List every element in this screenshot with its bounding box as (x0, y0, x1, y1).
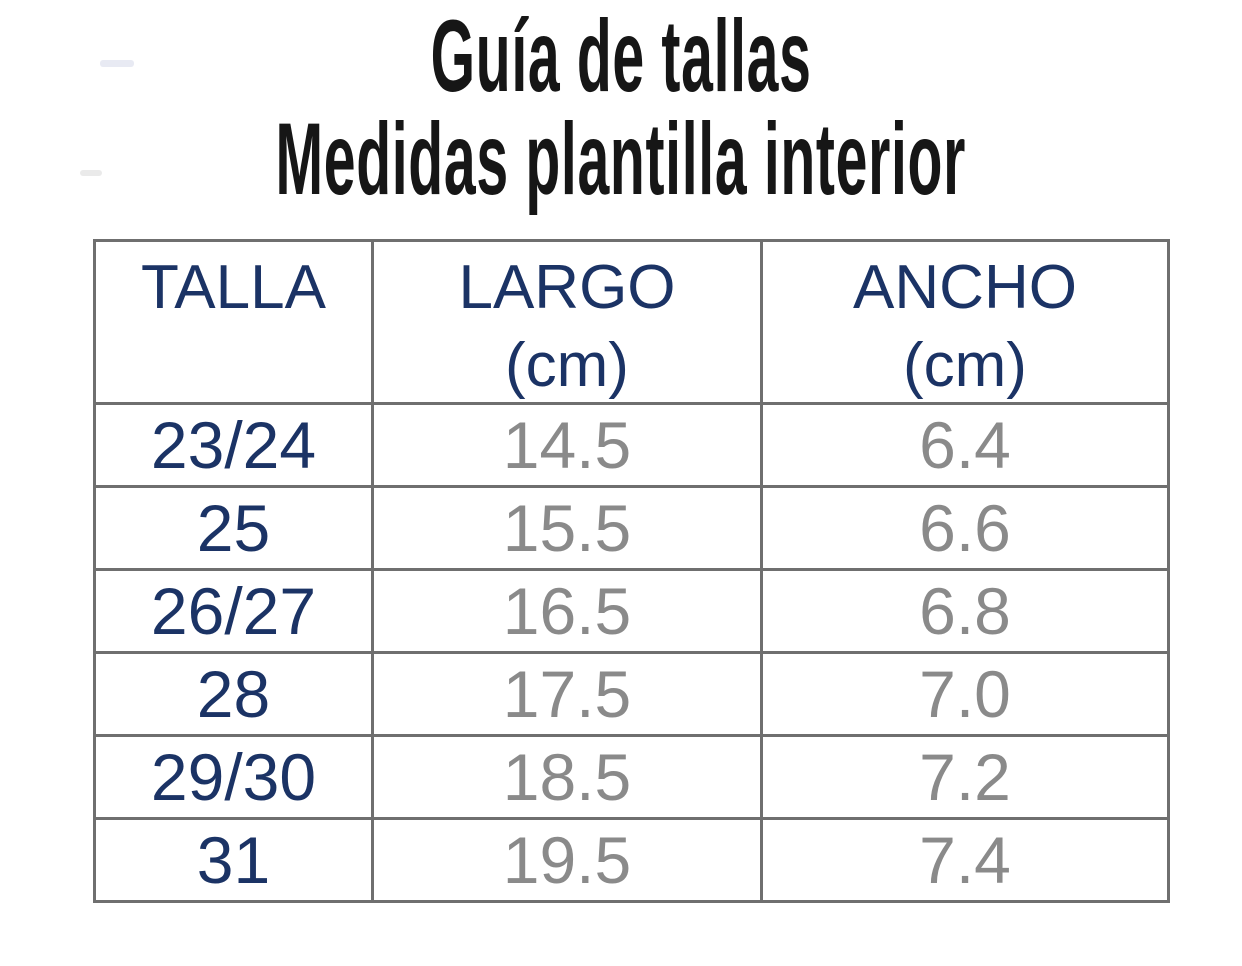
header-largo-label: LARGO (458, 253, 676, 322)
header-talla-label: TALLA (141, 253, 326, 322)
size-guide-table: TALLA LARGO (cm) ANCHO (cm) 23/24 14.5 6… (93, 239, 1170, 903)
title-line-1-text: Guía de tallas (430, 0, 812, 114)
header-ancho: ANCHO (cm) (760, 239, 1170, 405)
table-header-row: TALLA LARGO (cm) ANCHO (cm) (93, 239, 1170, 405)
table-row: 29/30 18.5 7.2 (93, 734, 1170, 820)
largo-value: 17.5 (371, 651, 763, 737)
header-ancho-label: ANCHO (853, 253, 1077, 322)
talla-value: 28 (93, 651, 374, 737)
largo-value: 14.5 (371, 402, 763, 488)
largo-value: 16.5 (371, 568, 763, 654)
header-largo: LARGO (cm) (371, 239, 763, 405)
table-row: 31 19.5 7.4 (93, 817, 1170, 903)
title-line-2-text: Medidas plantilla interior (275, 101, 967, 217)
table-row: 23/24 14.5 6.4 (93, 402, 1170, 488)
ancho-value: 6.4 (760, 402, 1170, 488)
talla-value: 29/30 (93, 734, 374, 820)
table-row: 25 15.5 6.6 (93, 485, 1170, 571)
ancho-value: 7.0 (760, 651, 1170, 737)
artifact-smudge (80, 170, 102, 176)
artifact-smudge (100, 60, 134, 67)
largo-value: 18.5 (371, 734, 763, 820)
header-largo-unit: (cm) (505, 331, 629, 400)
talla-value: 31 (93, 817, 374, 903)
ancho-value: 7.4 (760, 817, 1170, 903)
table-row: 26/27 16.5 6.8 (93, 568, 1170, 654)
page-title: Guía de tallas Medidas plantilla interio… (0, 0, 1242, 216)
talla-value: 25 (93, 485, 374, 571)
ancho-value: 7.2 (760, 734, 1170, 820)
header-talla: TALLA (93, 239, 374, 405)
title-line-1: Guía de tallas (0, 0, 1242, 113)
largo-value: 15.5 (371, 485, 763, 571)
title-line-2: Medidas plantilla interior (0, 101, 1242, 216)
ancho-value: 6.6 (760, 485, 1170, 571)
table-row: 28 17.5 7.0 (93, 651, 1170, 737)
ancho-value: 6.8 (760, 568, 1170, 654)
header-ancho-unit: (cm) (903, 331, 1027, 400)
largo-value: 19.5 (371, 817, 763, 903)
talla-value: 23/24 (93, 402, 374, 488)
talla-value: 26/27 (93, 568, 374, 654)
